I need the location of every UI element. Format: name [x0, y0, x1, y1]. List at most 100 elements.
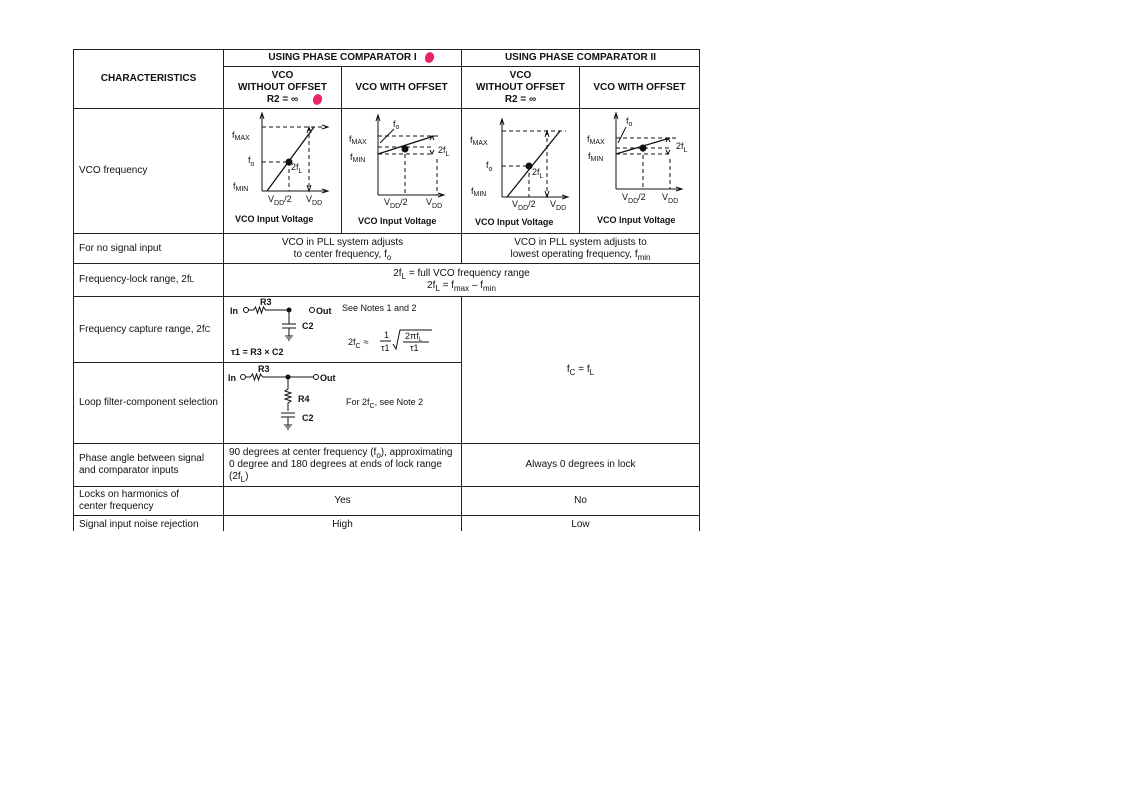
header-pc1-with-offset: VCO WITH OFFSET	[341, 66, 462, 109]
t: C	[356, 343, 361, 350]
label: Frequency capture range, 2f	[79, 323, 205, 335]
t: MAX	[235, 135, 251, 142]
no-signal-pc1: VCO in PLL system adjusts to center frequ…	[223, 233, 462, 264]
loop-note: For 2fC, see Note 2	[346, 397, 423, 410]
label: Loop filter-component selection	[79, 397, 218, 408]
t: L	[435, 284, 440, 293]
label: WITHOUT OFFSET	[238, 81, 327, 93]
label: For no signal input	[79, 242, 162, 254]
t: MAX	[352, 139, 368, 146]
t: L	[419, 337, 423, 343]
t: MAX	[473, 140, 489, 147]
t: f	[566, 364, 570, 375]
sqrt-num: 2πfL	[405, 331, 423, 343]
graph-cell: fMAX fo 2fL fMIN VDD/2 VDD VCO Input Vol…	[461, 108, 580, 234]
t: Always 0 degrees in lock	[525, 459, 636, 470]
t: C	[370, 403, 375, 410]
t: High	[332, 519, 353, 530]
caption: VCO Input Voltage	[358, 216, 436, 226]
t: L	[299, 168, 303, 175]
t: /2	[400, 197, 408, 207]
t: Yes	[334, 495, 351, 506]
t: )	[245, 471, 249, 482]
t: MIN	[591, 156, 604, 163]
t: f	[626, 116, 629, 126]
sub: o	[386, 252, 392, 262]
row-label-vco-frequency: VCO frequency	[73, 108, 224, 234]
label: C2	[302, 413, 314, 423]
fmin-label: fMIN	[588, 151, 603, 163]
graph-cell: fMAX fMIN fo 2fL VDD/2 VDD VCO Input Vol…	[341, 108, 462, 234]
fo-label: fo	[248, 155, 255, 168]
t: = full VCO frequency range	[406, 268, 530, 279]
t: V	[662, 192, 668, 202]
t: V	[268, 194, 274, 204]
row-label-noise: Signal input noise rejection	[73, 515, 224, 531]
capture-loop-pc2: fC = fL	[461, 296, 700, 444]
t: DD	[312, 200, 322, 207]
row-label-loop-filter: Loop filter-component selection	[73, 362, 224, 444]
formula: 1	[384, 330, 389, 340]
phase-pc2: Always 0 degrees in lock	[461, 443, 700, 487]
t: f	[588, 151, 591, 161]
tau: τ1 = R3 × C2	[231, 347, 284, 357]
t: ≈	[364, 337, 369, 347]
row-label-no-signal: For no signal input	[73, 233, 224, 264]
notes: See Notes 1 and 2	[342, 303, 417, 313]
t: MAX	[590, 139, 606, 146]
label: R3	[258, 364, 270, 374]
row-label-capture-range: Frequency capture range, 2f C	[73, 296, 224, 363]
label: Locks on harmonics of center frequency	[79, 489, 180, 512]
t: f	[349, 134, 352, 144]
t: DD	[432, 203, 442, 210]
text: VCO in PLL system adjusts to	[514, 236, 647, 248]
t: o	[376, 451, 381, 460]
label: In	[230, 306, 238, 316]
label: C2	[302, 321, 314, 331]
caption: VCO Input Voltage	[597, 215, 675, 225]
text: VCO in PLL system adjusts	[281, 236, 404, 248]
t: L	[589, 368, 595, 377]
fmax-label: fMAX	[349, 134, 367, 146]
label: WITHOUT OFFSET	[476, 81, 565, 93]
t: L	[684, 147, 688, 154]
sub: min	[637, 252, 651, 262]
2fl-label: 2fL	[291, 162, 303, 175]
t: 2f	[348, 337, 356, 347]
phase-pc1: 90 degrees at center frequency (fo), app…	[223, 443, 462, 487]
t: min	[483, 284, 496, 293]
vco-graph-without-offset: fMAX fo 2fL fMIN VDD/2 VDD VCO Input Vol…	[232, 111, 330, 224]
lock-range-value: 2fL = full VCO frequency range 2fL = fmax…	[223, 263, 700, 297]
t: 2f	[676, 141, 684, 151]
t: V	[426, 197, 432, 207]
t: 2f	[427, 280, 436, 291]
t: V	[622, 192, 628, 202]
fo-label: fo	[626, 116, 633, 128]
label: USING PHASE COMPARATOR II	[504, 52, 657, 63]
t: MIN	[236, 186, 249, 193]
t: 2f	[291, 162, 299, 172]
label: Out	[316, 306, 332, 316]
t: f	[350, 152, 353, 162]
label: R3	[260, 297, 272, 307]
fmin-label: fMIN	[233, 181, 248, 193]
t: o	[396, 124, 400, 131]
header-pc2-with-offset: VCO WITH OFFSET	[579, 66, 700, 109]
graph-cell: fMAX fMIN fo 2fL VDD/2 VDD VCO Input Vol…	[579, 108, 700, 234]
t: o	[489, 166, 493, 173]
vdd-half-label: VDD/2	[512, 199, 536, 212]
fo-label: fo	[486, 160, 493, 173]
caption: VCO Input Voltage	[235, 214, 313, 224]
t: V	[384, 197, 390, 207]
t: f	[486, 160, 489, 170]
fmax-label: fMAX	[470, 135, 488, 147]
t: DD	[518, 205, 528, 212]
t: f	[470, 135, 473, 145]
harmonics-pc2: No	[461, 486, 700, 516]
noise-pc2: Low	[461, 515, 700, 531]
t: /2	[528, 199, 536, 209]
label: VCO	[509, 69, 532, 81]
formula: τ1	[381, 343, 390, 353]
fmax-label: fMAX	[232, 130, 250, 142]
